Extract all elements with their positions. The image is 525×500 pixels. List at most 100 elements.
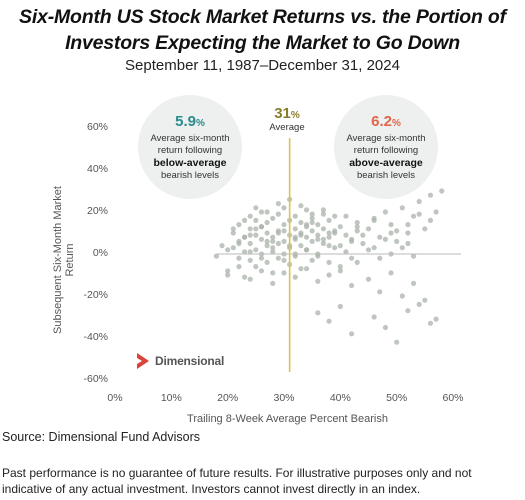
scatter-point [349, 331, 355, 337]
scatter-point [253, 226, 259, 232]
scatter-point [292, 226, 298, 232]
above-average-annotation: 6.2% Average six-month return following … [334, 95, 438, 199]
scatter-point [264, 259, 270, 265]
x-tick-label: 40% [329, 392, 351, 404]
scatter-point [349, 282, 355, 289]
scatter-point [388, 270, 394, 276]
scatter-point [354, 219, 360, 226]
scatter-point [410, 253, 417, 259]
scatter-point [320, 207, 327, 213]
scatter-point [270, 234, 276, 240]
x-tick-label: 30% [273, 392, 295, 404]
y-tick-label: 40% [86, 163, 108, 175]
scatter-point [416, 301, 422, 307]
scatter-point [405, 308, 411, 314]
scatter-point [410, 280, 417, 286]
scatter-point [394, 238, 400, 244]
scatter-point [416, 198, 422, 205]
scatter-point [377, 255, 383, 261]
y-tick-label: -60% [83, 373, 108, 385]
x-axis-title: Trailing 8-Week Average Percent Bearish [187, 413, 388, 425]
scatter-point [371, 314, 377, 320]
scatter-point [439, 188, 445, 194]
scatter-point [281, 222, 287, 228]
scatter-point [354, 259, 360, 265]
scatter-point [298, 266, 304, 272]
scatter-point [377, 234, 383, 240]
scatter-point [332, 245, 338, 251]
scatter-point [343, 232, 349, 238]
below-average-annotation: 5.9% Average six-month return following … [138, 95, 242, 199]
above-average-value: 6.2% [371, 113, 401, 130]
scatter-point [281, 228, 287, 234]
scatter-point [315, 222, 321, 228]
chart-subtitle: September 11, 1987–December 31, 2024 [125, 57, 400, 74]
scatter-point [427, 217, 434, 223]
scatter-point [427, 320, 434, 326]
dimensional-logo-text: Dimensional [155, 354, 225, 368]
scatter-point [247, 276, 253, 282]
scatter-point [264, 209, 270, 215]
scatter-point [270, 270, 276, 276]
scatter-point [337, 224, 343, 230]
scatter-point [247, 232, 253, 238]
scatter-point [433, 316, 439, 322]
scatter-point [253, 264, 259, 270]
average-annotation: 31% Average [262, 105, 312, 133]
x-tick-label: 20% [217, 392, 239, 404]
scatter-point [354, 224, 360, 230]
scatter-point [349, 238, 355, 244]
scatter-point [270, 215, 276, 221]
scatter-point [337, 264, 343, 270]
scatter-point [337, 268, 343, 274]
scatter-point [270, 249, 276, 255]
scatter-point [275, 201, 281, 207]
scatter-point [253, 247, 259, 253]
scatter-point [275, 211, 281, 217]
scatter-point [264, 230, 270, 236]
scatter-point [225, 272, 231, 278]
scatter-point [326, 243, 332, 249]
scatter-point [236, 255, 242, 261]
dimensional-logo-icon [137, 353, 149, 369]
scatter-point [320, 240, 327, 247]
scatter-point [326, 318, 332, 324]
scatter-point [388, 230, 394, 236]
scatter-point [399, 245, 405, 251]
scatter-point [410, 213, 417, 219]
scatter-point [382, 209, 388, 215]
scatter-point [236, 264, 242, 270]
scatter-point [270, 245, 276, 251]
y-tick-label: 20% [86, 205, 108, 217]
scatter-point [298, 219, 304, 226]
scatter-point [236, 240, 242, 247]
scatter-point [247, 226, 253, 232]
scatter-point [253, 232, 259, 238]
scatter-points [213, 188, 445, 345]
scatter-point [258, 255, 265, 261]
scatter-point [281, 257, 287, 263]
disclaimer: Past performance is no guarantee of futu… [2, 466, 472, 496]
scatter-point [225, 247, 231, 253]
scatter-point [298, 203, 304, 209]
scatter-point [230, 245, 236, 251]
scatter-point [343, 249, 349, 255]
x-tick-label: 60% [442, 392, 464, 404]
scatter-point [371, 245, 377, 251]
scatter-point [377, 289, 383, 295]
average-value: 31% [274, 105, 300, 122]
x-tick-label: 10% [160, 392, 182, 404]
chart-title-line-2: Investors Expecting the Market to Go Dow… [65, 32, 460, 54]
scatter-point [253, 217, 259, 223]
scatter-point [258, 209, 265, 215]
scatter-point [320, 236, 327, 242]
scatter-point [281, 205, 287, 211]
x-tick-label: 0% [107, 392, 123, 404]
scatter-point [382, 236, 388, 242]
scatter-point [298, 232, 304, 238]
scatter-point [382, 324, 388, 331]
scatter-point [427, 192, 434, 198]
y-tick-label: -20% [83, 289, 108, 301]
scatter-point [247, 249, 253, 255]
scatter-point [225, 268, 231, 274]
